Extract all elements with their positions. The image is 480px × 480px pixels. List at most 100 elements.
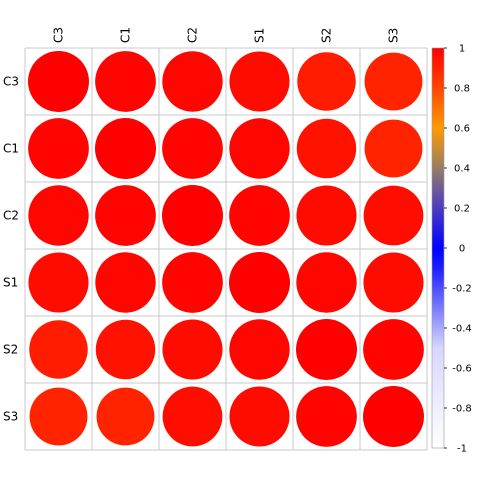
colorbar-segment (432, 434, 444, 437)
colorbar-segment (432, 256, 444, 259)
colorbar-segment (432, 304, 444, 307)
colorbar-segment (432, 208, 444, 211)
correlation-circle: S1 / C3 (28, 252, 89, 313)
colorbar-segment (432, 392, 444, 395)
colorbar-segment (432, 220, 444, 223)
correlation-circle: C2 / C1 (95, 185, 156, 246)
correlation-circle: C1 / S2 (296, 118, 357, 179)
colorbar-segment (432, 298, 444, 301)
colorbar-segment (432, 90, 444, 93)
colorbar-tick-label: -0.8 (452, 404, 472, 415)
colorbar-segment (432, 108, 444, 111)
colorbar-tick-label: 0.8 (454, 84, 470, 95)
colorbar-segment (432, 80, 444, 83)
colorbar-segment (432, 424, 444, 427)
correlation-cells: C3 / C3C3 / C1C3 / C2C3 / S1C3 / S2C3 / … (28, 51, 424, 447)
colorbar-segment (432, 330, 444, 333)
colorbar-segment (432, 88, 444, 91)
colorbar-segment (432, 186, 444, 189)
correlation-circle: S2 / C3 (29, 320, 88, 379)
colorbar-segment (432, 48, 444, 51)
correlation-circle: S1 / C1 (95, 252, 156, 313)
colorbar-segment (432, 368, 444, 371)
colorbar-segment (432, 420, 444, 423)
colorbar-tick-label: 0.2 (454, 204, 470, 215)
colorbar-segment (432, 188, 444, 191)
colorbar-segment (432, 162, 444, 165)
colorbar-segment (432, 408, 444, 411)
colorbar-segment (432, 248, 444, 251)
colorbar-segment (432, 378, 444, 381)
row-label: C1 (3, 142, 19, 156)
colorbar-segment (432, 124, 444, 127)
colorbar-segment (432, 60, 444, 63)
colorbar-segment (432, 362, 444, 365)
colorbar-segment (432, 56, 444, 59)
colorbar-segment (432, 294, 444, 297)
colorbar-segment (432, 78, 444, 81)
colorbar-segment (432, 242, 444, 245)
colorbar-segment (432, 214, 444, 217)
correlation-circle: C1 / C1 (95, 118, 156, 179)
correlation-circle: S3 / S3 (363, 386, 424, 447)
colorbar-segment (432, 316, 444, 319)
row-label: C3 (3, 75, 19, 89)
colorbar-segment (432, 174, 444, 177)
colorbar-segment (432, 340, 444, 343)
colorbar-tick-label: 1 (459, 44, 465, 55)
colorbar-segment (432, 184, 444, 187)
colorbar-segment (432, 58, 444, 61)
colorbar-segment (432, 234, 444, 237)
colorbar: 1 0.8 0.6 0.4 0.2 0 -0.2 -0.4 -0.6 -0.8 -1 (431, 44, 472, 455)
correlation-circle: C2 / S3 (363, 185, 424, 246)
colorbar-tick-label: -0.6 (452, 364, 472, 375)
colorbar-segment (432, 412, 444, 415)
colorbar-segment (432, 160, 444, 163)
colorbar-segment (432, 126, 444, 129)
colorbar-segment (432, 382, 444, 385)
colorbar-segment (432, 252, 444, 255)
colorbar-segment (432, 170, 444, 173)
colorbar-segment (432, 384, 444, 387)
correlation-circle: S2 / S1 (229, 319, 290, 380)
colorbar-segment (432, 274, 444, 277)
colorbar-segment (432, 138, 444, 141)
colorbar-segment (432, 148, 444, 151)
colorbar-segment (432, 140, 444, 143)
correlation-circle: C2 / C3 (28, 185, 89, 246)
colorbar-segment (432, 444, 444, 447)
correlation-circle: S1 / S3 (363, 252, 424, 313)
colorbar-segment (432, 372, 444, 375)
colorbar-tick-label: -0.2 (452, 284, 472, 295)
colorbar-segment (432, 178, 444, 181)
colorbar-segment (432, 342, 444, 345)
colorbar-segment (432, 374, 444, 377)
colorbar-segment (432, 250, 444, 253)
colorbar-segment (432, 152, 444, 155)
colorbar-segment (432, 76, 444, 79)
colorbar-segment (432, 176, 444, 179)
correlation-circle: S2 / C2 (162, 319, 223, 380)
colorbar-segment (432, 426, 444, 429)
colorbar-segment (432, 100, 444, 103)
colorbar-segment (432, 158, 444, 161)
colorbar-segment (432, 194, 444, 197)
colorbar-segment (432, 320, 444, 323)
colorbar-segment (432, 190, 444, 193)
column-label: S3 (387, 28, 401, 43)
column-label: S1 (253, 28, 267, 43)
colorbar-segment (432, 86, 444, 89)
colorbar-segment (432, 128, 444, 131)
colorbar-segment (432, 282, 444, 285)
colorbar-segment (432, 224, 444, 227)
colorbar-segment (432, 366, 444, 369)
colorbar-segment (432, 306, 444, 309)
colorbar-segment (432, 278, 444, 281)
colorbar-segment (432, 438, 444, 441)
colorbar-segment (432, 380, 444, 383)
colorbar-segment (432, 154, 444, 157)
colorbar-segment (432, 92, 444, 95)
colorbar-segment (432, 436, 444, 439)
colorbar-segment (432, 264, 444, 267)
colorbar-segment (432, 240, 444, 243)
